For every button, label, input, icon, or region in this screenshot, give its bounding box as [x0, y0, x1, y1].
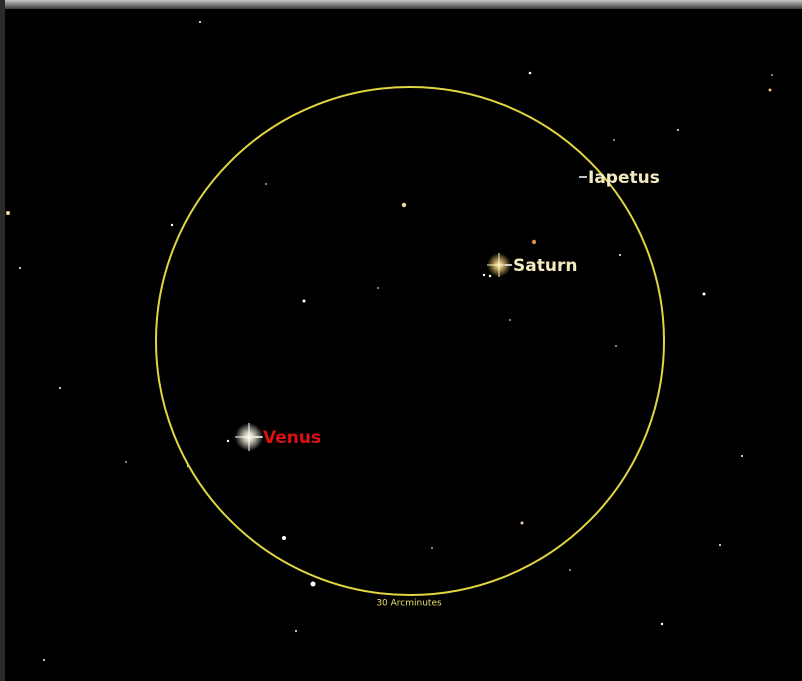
- saturn-label[interactable]: Saturn: [513, 256, 577, 276]
- fov-label: 30 Arcminutes: [376, 599, 442, 609]
- saturn-marker[interactable]: [487, 253, 512, 277]
- fov-circle: [155, 86, 665, 596]
- stars: [6, 21, 773, 661]
- venus-label[interactable]: Venus: [263, 428, 321, 448]
- window-edge: [0, 0, 802, 9]
- venus-marker[interactable]: [235, 423, 263, 451]
- iapetus-label[interactable]: Iapetus: [588, 168, 660, 188]
- window-edge-left: [0, 0, 5, 681]
